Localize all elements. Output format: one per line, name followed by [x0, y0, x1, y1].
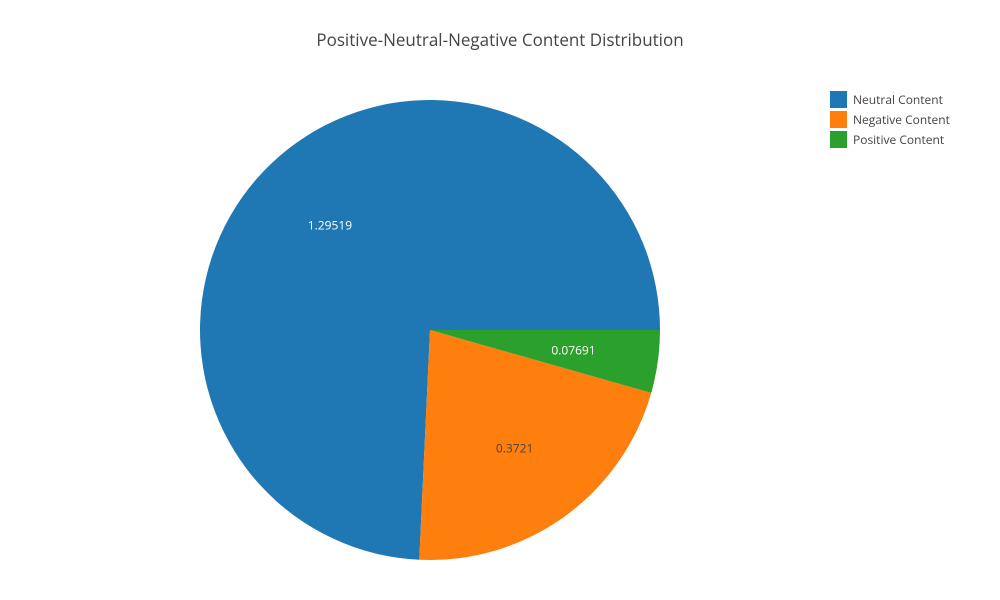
legend-label: Negative Content — [853, 111, 950, 128]
legend-item[interactable]: Negative Content — [830, 110, 950, 128]
pie-area — [200, 100, 660, 560]
chart-title: Positive-Neutral-Negative Content Distri… — [0, 28, 1000, 51]
legend-swatch — [830, 91, 847, 108]
legend: Neutral Content Negative Content Positive … — [830, 90, 950, 150]
legend-label: Positive Content — [853, 131, 944, 148]
legend-swatch — [830, 131, 847, 148]
legend-item[interactable]: Neutral Content — [830, 90, 950, 108]
legend-item[interactable]: Positive Content — [830, 130, 950, 148]
pie-svg — [200, 100, 660, 560]
legend-label: Neutral Content — [853, 91, 943, 108]
chart-container: Positive-Neutral-Negative Content Distri… — [0, 0, 1000, 600]
legend-swatch — [830, 111, 847, 128]
